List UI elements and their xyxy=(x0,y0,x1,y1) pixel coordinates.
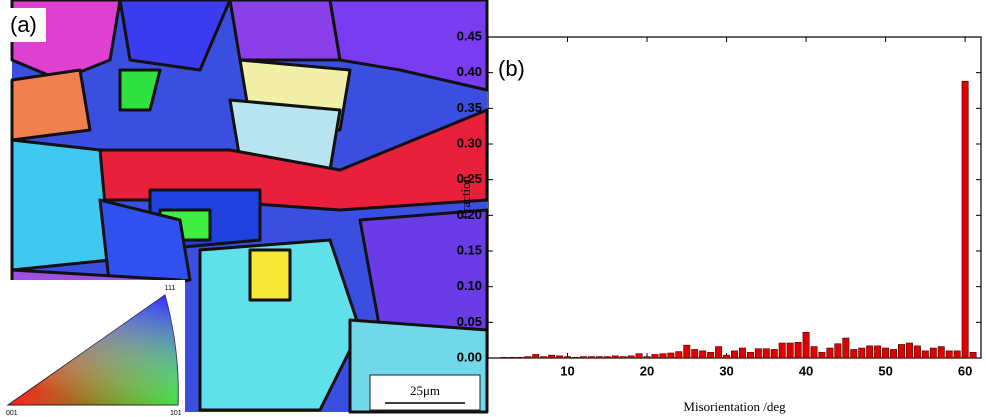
bar xyxy=(667,352,675,359)
bar xyxy=(961,80,969,359)
x-tick-label: 30 xyxy=(719,363,733,378)
x-tick-label: 60 xyxy=(958,363,972,378)
bar xyxy=(731,350,738,359)
bar xyxy=(556,355,564,359)
bar xyxy=(723,354,731,359)
bar xyxy=(683,344,691,359)
bar xyxy=(945,350,953,359)
plot-frame xyxy=(487,36,982,359)
bar xyxy=(882,347,890,359)
y-tick-label: 0.15 xyxy=(457,242,482,257)
bar xyxy=(834,343,842,359)
bar xyxy=(571,356,579,359)
bar xyxy=(603,356,611,359)
ipf-label: 111 xyxy=(165,285,176,292)
bar xyxy=(890,349,898,359)
bar xyxy=(802,332,810,359)
bar xyxy=(826,347,834,359)
ipf-label: 001 xyxy=(6,410,18,417)
bar xyxy=(929,347,937,359)
bar xyxy=(595,356,603,359)
bar xyxy=(691,349,699,359)
bar xyxy=(746,351,754,359)
bar xyxy=(548,354,556,359)
y-tick-label: 0.10 xyxy=(457,278,482,293)
y-tick-label: 0.30 xyxy=(457,135,482,150)
bar xyxy=(953,350,961,359)
bar xyxy=(762,348,770,359)
bar xyxy=(754,348,762,359)
bar xyxy=(850,349,858,359)
bar xyxy=(627,355,635,359)
panel-label: (b) xyxy=(498,56,525,81)
x-tick-label: 20 xyxy=(640,363,654,378)
bar xyxy=(937,346,945,359)
y-tick-label: 0.00 xyxy=(457,349,482,364)
bar xyxy=(635,353,643,359)
bar xyxy=(699,350,707,359)
bar xyxy=(898,344,905,359)
x-axis-label: Misorientation /deg xyxy=(683,399,786,414)
bar xyxy=(659,353,667,359)
bar xyxy=(516,356,524,359)
bar xyxy=(579,356,587,359)
bar xyxy=(858,347,866,359)
x-tick-label: 10 xyxy=(560,363,574,378)
ipf-label: 101 xyxy=(170,410,182,417)
bar xyxy=(786,342,794,359)
bar xyxy=(643,356,651,359)
y-tick-label: 0.35 xyxy=(457,100,482,115)
y-tick-label: 0.45 xyxy=(457,28,482,43)
x-tick-label: 40 xyxy=(799,363,813,378)
panel-label: (a) xyxy=(10,12,37,37)
bar xyxy=(810,346,818,359)
y-tick-label: 0.05 xyxy=(457,314,482,329)
bar xyxy=(508,356,516,359)
y-tick-label: 0.25 xyxy=(457,171,482,186)
ebsd-map xyxy=(0,0,489,414)
bar xyxy=(794,342,802,359)
y-tick-label: 0.40 xyxy=(457,64,482,79)
bar xyxy=(532,354,540,359)
bar xyxy=(707,351,715,359)
bar xyxy=(842,337,850,359)
bar xyxy=(651,354,659,359)
bar xyxy=(866,345,874,359)
y-axis-label: Fraction xyxy=(458,175,473,219)
bar xyxy=(500,356,508,359)
bar xyxy=(564,356,571,359)
bar xyxy=(874,345,882,359)
x-tick-label: 50 xyxy=(878,363,892,378)
bar xyxy=(611,355,619,359)
bar xyxy=(905,342,913,359)
bar xyxy=(540,356,548,359)
bar xyxy=(818,351,826,359)
bar xyxy=(738,347,746,359)
bar xyxy=(969,351,977,359)
y-tick-label: 0.20 xyxy=(457,207,482,222)
bar xyxy=(587,356,595,359)
bar xyxy=(715,346,723,359)
bar xyxy=(619,356,627,359)
bar xyxy=(778,342,786,359)
bar xyxy=(921,350,929,359)
bar xyxy=(913,345,921,359)
histogram: 0.00 0.05 0.10 0.15 0.20 0.25 0.30 0.35 0.40 0.45… xyxy=(457,28,982,414)
bar xyxy=(524,356,532,359)
bar xyxy=(770,349,778,359)
bar xyxy=(675,351,683,359)
scale-bar-label: 25μm xyxy=(410,383,440,398)
